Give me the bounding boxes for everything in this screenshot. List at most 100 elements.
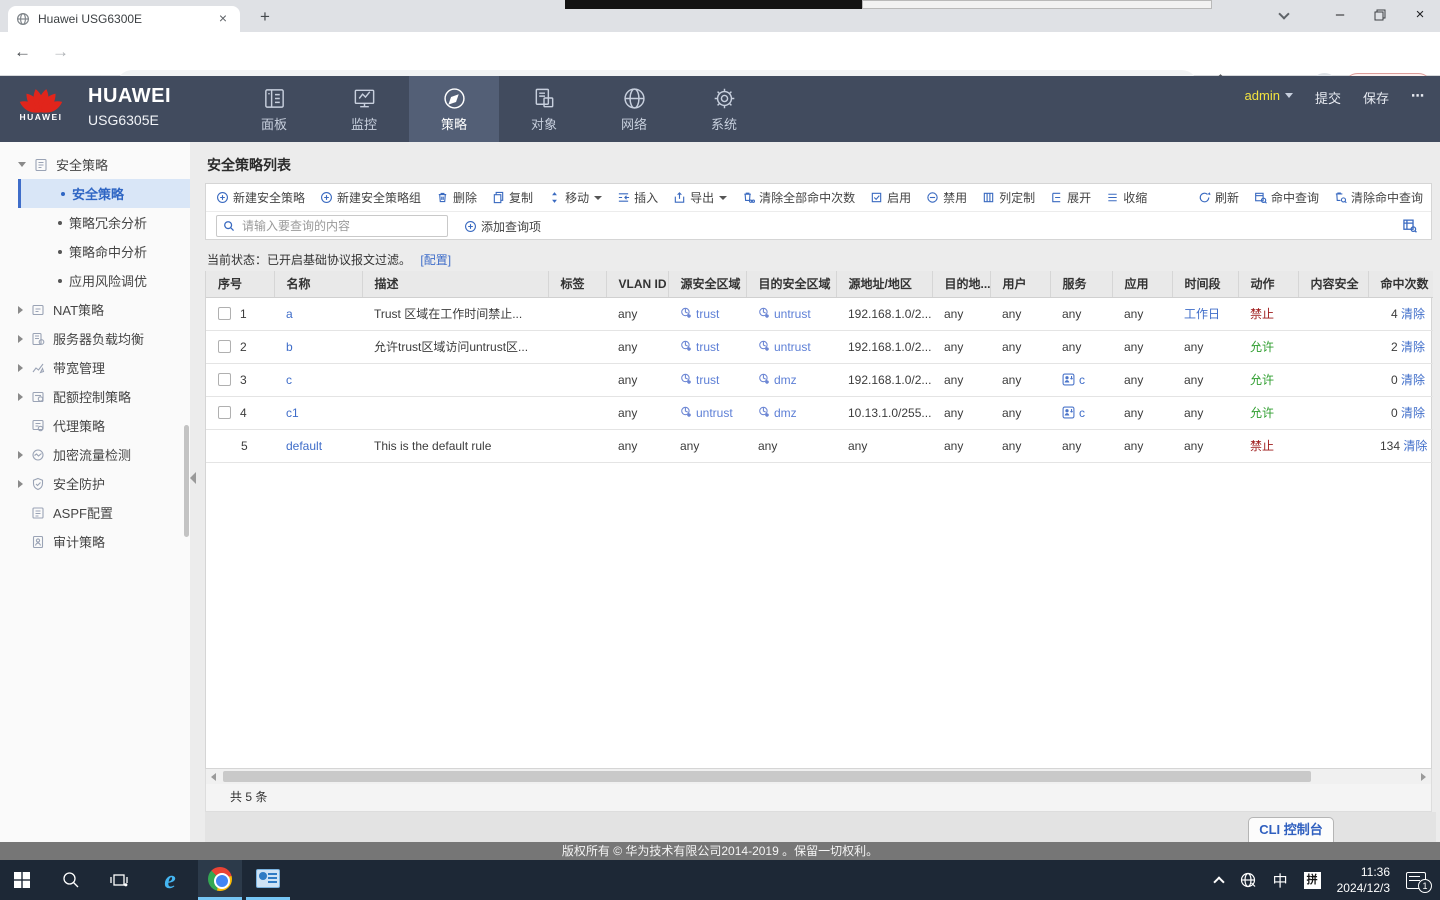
sidebar-group-bandwidth[interactable]: 带宽管理 [0, 353, 190, 382]
sidebar-group-security-protection[interactable]: 安全防护 [0, 469, 190, 498]
clear-hits-link[interactable]: 清除 [1400, 340, 1425, 354]
chrome-taskbar-button[interactable] [198, 860, 242, 900]
window-close-button[interactable]: × [1415, 6, 1425, 23]
sidebar-collapse-icon[interactable] [190, 472, 196, 484]
start-button[interactable] [0, 860, 44, 900]
nav-system[interactable]: 系统 [679, 76, 769, 142]
internet-explorer-button[interactable]: e [148, 860, 192, 900]
clear-hits-link[interactable]: 清除 [1400, 373, 1425, 387]
search-box[interactable] [216, 215, 448, 237]
new-policy-group-button[interactable]: 新建安全策略组 [320, 189, 421, 206]
policy-name-link[interactable]: a [286, 306, 293, 321]
save-button[interactable]: 保存 [1362, 91, 1389, 106]
refresh-button[interactable]: 刷新 [1198, 189, 1239, 206]
new-policy-button[interactable]: 新建安全策略 [216, 189, 305, 206]
nav-dashboard[interactable]: 面板 [229, 76, 319, 142]
more-menu-icon[interactable]: ⋯ [1411, 88, 1426, 103]
sidebar-group-server-load-balance[interactable]: 服务器负载均衡 [0, 324, 190, 353]
dst-zone-link[interactable]: untrust [774, 339, 811, 354]
table-row[interactable]: 4 c1 any untrust dmz 10.13.1.0/255.... a… [206, 396, 1433, 430]
service-link[interactable]: c [1079, 372, 1085, 387]
task-view-button[interactable] [97, 860, 141, 900]
configure-link[interactable]: [配置] [420, 253, 452, 267]
network-globe-icon[interactable] [1239, 871, 1257, 889]
hidden-icons-chevron[interactable] [1212, 876, 1225, 888]
clear-hits-link[interactable]: 清除 [1403, 439, 1428, 453]
submit-button[interactable]: 提交 [1314, 91, 1341, 106]
forward-button[interactable]: → [52, 42, 69, 61]
sidebar-item-app-risk-tuning[interactable]: 应用风险调优 [0, 266, 190, 295]
service-link[interactable]: c [1079, 405, 1085, 420]
row-checkbox[interactable] [218, 372, 231, 386]
src-zone-link[interactable]: trust [696, 372, 720, 387]
cli-console-button[interactable]: CLI 控制台 [1248, 817, 1334, 842]
table-row[interactable]: 1 a Trust 区域在工作时间禁止... any trust untrust… [206, 297, 1433, 331]
taskbar-clock[interactable]: 11:36 2024/12/3 [1337, 864, 1390, 896]
clear-hits-link[interactable]: 清除 [1400, 406, 1425, 420]
document-app-button[interactable] [246, 860, 290, 900]
ime-mode-icon[interactable]: 拼 [1303, 871, 1321, 889]
sidebar-item-security-policy[interactable]: 安全策略 [18, 179, 190, 208]
policy-name-link[interactable]: c [286, 372, 292, 387]
search-input[interactable] [240, 218, 441, 234]
src-zone-link[interactable]: trust [696, 306, 720, 321]
time-range-link[interactable]: 工作日 [1184, 307, 1221, 321]
window-minimize-button[interactable]: – [1335, 6, 1345, 23]
nav-network[interactable]: 网络 [589, 76, 679, 142]
window-restore-button[interactable] [1360, 0, 1400, 32]
delete-button[interactable]: 删除 [436, 189, 477, 206]
new-tab-button[interactable]: + [260, 7, 270, 26]
table-row[interactable]: 3 c any trust dmz 192.168.1.0/2... any a… [206, 363, 1433, 397]
insert-button[interactable]: 插入 [617, 189, 658, 206]
customize-columns-button[interactable]: 列定制 [982, 189, 1035, 206]
collapse-button[interactable]: 收缩 [1106, 189, 1147, 206]
expand-button[interactable]: 展开 [1050, 189, 1091, 206]
add-query-button[interactable]: 添加查询项 [464, 218, 541, 235]
browser-tab[interactable]: Huawei USG6300E × [8, 6, 240, 32]
dst-zone-link[interactable]: dmz [774, 372, 797, 387]
sidebar-group-security-policy[interactable]: 安全策略 [0, 150, 190, 179]
table-row[interactable]: 2 b 允许trust区域访问untrust区... any trust unt… [206, 330, 1433, 364]
sidebar-scrollbar-thumb[interactable] [184, 425, 189, 537]
nav-object[interactable]: 对象 [499, 76, 589, 142]
enable-button[interactable]: 启用 [870, 189, 911, 206]
taskbar-search-button[interactable] [49, 860, 93, 900]
policy-name-link[interactable]: default [286, 438, 323, 453]
disable-button[interactable]: 禁用 [926, 189, 967, 206]
sidebar-group-nat-policy[interactable]: NAT策略 [0, 295, 190, 324]
user-menu[interactable]: admin [1245, 88, 1293, 103]
sidebar-item-policy-redundancy[interactable]: 策略冗余分析 [0, 208, 190, 237]
tab-close-icon[interactable]: × [218, 10, 228, 26]
row-checkbox[interactable] [218, 405, 231, 419]
dst-zone-link[interactable]: untrust [774, 306, 811, 321]
table-row[interactable]: 5 default This is the default rule any a… [206, 429, 1433, 463]
copy-button[interactable]: 复制 [492, 189, 533, 206]
move-button[interactable]: 移动 [548, 189, 603, 206]
sidebar-item-proxy-policy[interactable]: 代理策略 [0, 411, 190, 440]
export-button[interactable]: 导出 [673, 189, 728, 206]
clear-hit-query-button[interactable]: 清除命中查询 [1334, 189, 1423, 206]
back-button[interactable]: ← [14, 42, 31, 61]
dst-zone-link[interactable]: dmz [774, 405, 797, 420]
sidebar-item-policy-hit-analysis[interactable]: 策略命中分析 [0, 237, 190, 266]
policy-name-link[interactable]: b [286, 339, 293, 354]
src-zone-link[interactable]: untrust [696, 405, 733, 420]
row-checkbox[interactable] [218, 339, 231, 353]
nav-policy[interactable]: 策略 [409, 76, 499, 142]
sidebar-item-audit-policy[interactable]: 审计策略 [0, 527, 190, 556]
notification-center-icon[interactable]: 1 [1406, 871, 1432, 893]
hit-query-button[interactable]: 命中查询 [1254, 189, 1319, 206]
policy-name-link[interactable]: c1 [286, 405, 299, 420]
clear-hits-link[interactable]: 清除 [1400, 307, 1425, 321]
query-settings-icon[interactable] [1402, 218, 1417, 234]
sidebar-group-encrypted-traffic[interactable]: 加密流量检测 [0, 440, 190, 469]
sidebar-item-aspf-config[interactable]: ASPF配置 [0, 498, 190, 527]
sidebar-group-quota-control[interactable]: 配额控制策略 [0, 382, 190, 411]
tab-search-chevron-icon[interactable] [1278, 8, 1290, 20]
ime-language-indicator[interactable]: 中 [1272, 872, 1288, 890]
row-checkbox[interactable] [218, 306, 231, 320]
scrollbar-thumb[interactable] [223, 771, 1311, 782]
clear-all-hits-button[interactable]: 清除全部命中次数 [742, 189, 855, 206]
horizontal-scrollbar[interactable] [205, 769, 1432, 784]
src-zone-link[interactable]: trust [696, 339, 720, 354]
